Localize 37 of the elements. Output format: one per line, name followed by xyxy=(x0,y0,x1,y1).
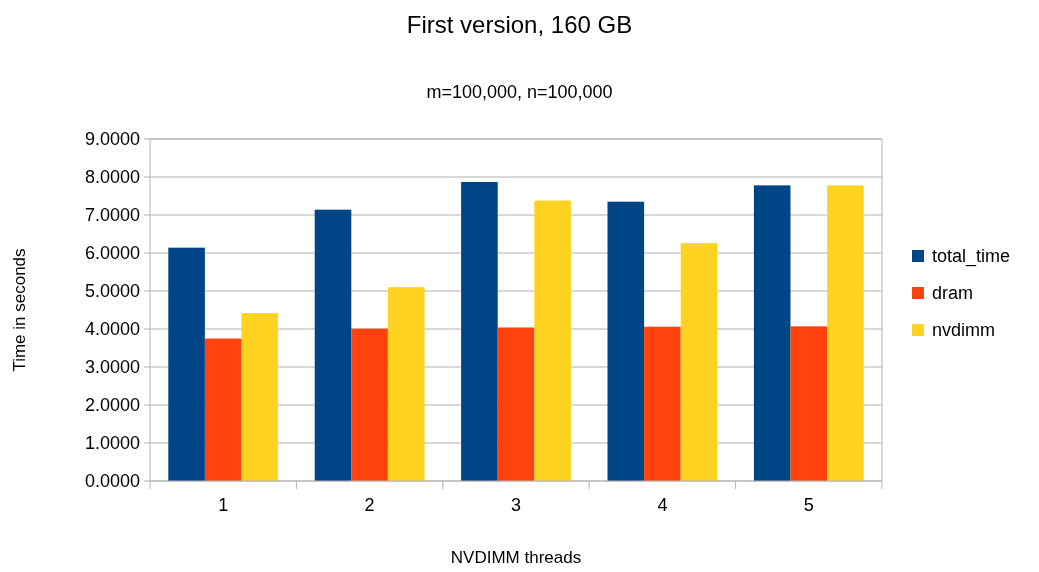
bar xyxy=(607,201,645,481)
x-tick-label: 3 xyxy=(510,495,522,515)
y-tick-label: 0.0000 xyxy=(84,471,140,492)
x-axis-title: NVDIMM threads xyxy=(450,548,582,567)
chart-title: First version, 160 GB xyxy=(406,11,633,38)
bar xyxy=(461,181,498,481)
x-tick-label: 5 xyxy=(803,495,814,515)
bar xyxy=(790,326,828,481)
y-tick-label: 9.0000 xyxy=(84,129,140,150)
x-tick-label: 2 xyxy=(364,495,375,515)
x-tick-label: 1 xyxy=(218,495,229,515)
bar xyxy=(241,313,279,481)
y-tick-label: 6.0000 xyxy=(84,243,140,264)
chart-subtitle: m=100,000, n=100,000 xyxy=(426,82,613,102)
bar xyxy=(387,287,425,481)
bar xyxy=(314,209,352,481)
y-tick-label: 1.0000 xyxy=(84,433,140,454)
legend-label: total_time xyxy=(932,246,1011,268)
y-tick-label: 7.0000 xyxy=(84,205,140,226)
y-tick-label: 3.0000 xyxy=(84,357,140,378)
y-tick-label: 5.0000 xyxy=(84,281,140,302)
y-tick-label: 8.0000 xyxy=(84,167,140,188)
legend-label: nvdimm xyxy=(932,320,996,341)
bar xyxy=(644,326,681,481)
y-axis-title: Time in seconds xyxy=(10,248,29,372)
bar xyxy=(168,247,205,481)
y-tick-label: 4.0000 xyxy=(84,319,140,340)
x-tick-label: 4 xyxy=(657,495,668,515)
legend-label: dram xyxy=(932,283,974,304)
bar xyxy=(680,243,718,481)
bar xyxy=(497,327,535,481)
bar xyxy=(204,338,242,481)
bar xyxy=(534,200,571,481)
bar xyxy=(753,185,791,481)
bar xyxy=(827,185,864,481)
y-tick-label: 2.0000 xyxy=(84,395,140,416)
bar xyxy=(351,328,388,481)
